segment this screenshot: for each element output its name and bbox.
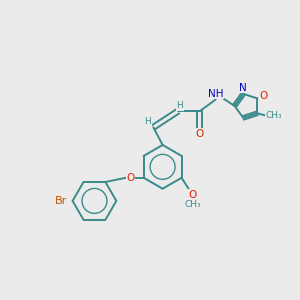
Text: N: N: [238, 83, 246, 93]
Text: O: O: [196, 129, 204, 139]
Text: Br: Br: [55, 196, 68, 206]
Text: O: O: [188, 190, 196, 200]
Text: O: O: [259, 91, 267, 101]
Text: CH₃: CH₃: [266, 111, 283, 120]
Text: NH: NH: [208, 88, 224, 99]
Text: H: H: [176, 101, 183, 110]
Text: CH₃: CH₃: [184, 200, 201, 209]
Text: O: O: [126, 173, 134, 183]
Text: H: H: [145, 117, 151, 126]
